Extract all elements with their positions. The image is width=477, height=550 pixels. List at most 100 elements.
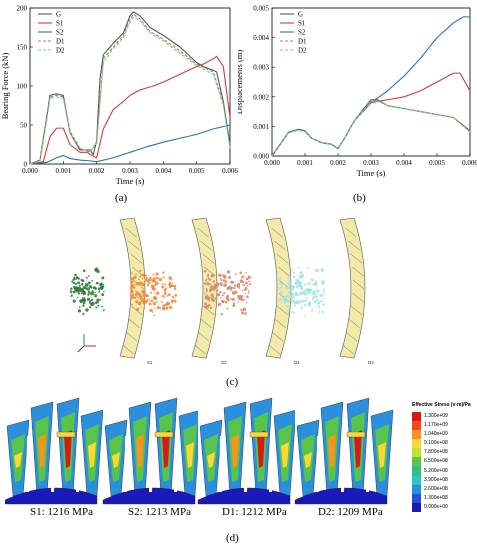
debris-particle — [281, 285, 283, 288]
debris-particle — [203, 282, 207, 285]
blade-line — [194, 344, 206, 355]
debris-particle — [98, 289, 101, 291]
debris-particle — [239, 296, 242, 298]
debris-particle — [320, 268, 324, 272]
debris-particle — [143, 307, 146, 310]
debris-particle — [86, 297, 91, 301]
debris-particle — [301, 299, 305, 303]
debris-particle — [95, 306, 98, 309]
max-stress-marker — [154, 431, 174, 438]
debris-particle — [247, 277, 249, 279]
debris-particle — [148, 302, 152, 306]
x-tick-label: 0.000 — [264, 159, 280, 167]
debris-particle — [153, 314, 156, 316]
stress-zone — [112, 452, 120, 468]
debris-particle — [156, 291, 160, 295]
debris-particle — [130, 291, 133, 294]
debris-particle — [142, 293, 146, 297]
stress-zone — [257, 430, 265, 468]
debris-particle — [75, 282, 78, 286]
debris-particle — [226, 270, 231, 274]
blade-line — [197, 227, 209, 238]
debris-particle — [233, 284, 237, 287]
blade-line — [350, 253, 362, 264]
debris-particle — [304, 299, 307, 303]
debris-particle — [228, 275, 232, 279]
debris-particle — [140, 300, 143, 303]
debris-particle — [174, 285, 177, 288]
snapshot-caption-d2: D2 — [368, 360, 374, 365]
debris-particle — [149, 308, 153, 313]
stress-zone — [136, 434, 144, 468]
colorbar-swatch — [412, 448, 421, 458]
stress-caption-d1: D1: 1212 MPa — [222, 506, 287, 518]
stress-caption-d2: D2: 1209 MPa — [318, 506, 383, 518]
debris-particle — [287, 279, 290, 281]
debris-particle — [72, 281, 75, 285]
blade-line — [268, 344, 280, 355]
debris-particle — [293, 304, 296, 307]
debris-particle — [290, 288, 293, 292]
blade-ring — [265, 218, 292, 359]
debris-particle — [94, 301, 98, 305]
debris-particle — [243, 288, 246, 292]
debris-particle — [135, 300, 139, 304]
panel-label-c: (c) — [226, 376, 239, 388]
debris-particle — [169, 282, 172, 285]
debris-particle — [298, 294, 300, 296]
debris-particle — [315, 268, 319, 273]
debris-particle — [102, 284, 104, 286]
debris-particle — [133, 275, 137, 279]
debris-particle — [311, 278, 314, 282]
stress-zone — [354, 430, 362, 468]
x-tick-label: 0.005 — [189, 167, 205, 175]
debris-particle — [283, 283, 285, 286]
debris-particle — [220, 279, 223, 282]
colorbar-tick-label: 3.900e+08 — [424, 476, 448, 483]
axis-triad — [77, 334, 96, 353]
debris-particle — [145, 294, 148, 297]
debris-particle — [314, 294, 318, 299]
debris-particle — [161, 295, 165, 298]
debris-particle — [101, 293, 105, 297]
debris-particle — [101, 305, 103, 308]
debris-particle — [139, 269, 142, 273]
debris-particle — [312, 283, 315, 286]
debris-particle — [94, 287, 97, 290]
blade-line — [348, 240, 360, 251]
debris-particle — [242, 307, 247, 312]
legend-label-s1: S1 — [298, 20, 306, 28]
debris-particle — [297, 266, 300, 269]
blade-line — [276, 253, 288, 264]
debris-particle — [248, 280, 251, 283]
blade-gap — [219, 436, 225, 492]
debris-particle — [74, 286, 77, 289]
debris-particle — [77, 292, 81, 295]
stress-zone — [186, 442, 194, 468]
debris-particle — [91, 301, 95, 305]
debris-particle — [295, 300, 299, 304]
blade-line — [278, 266, 290, 277]
debris-particle — [210, 293, 214, 297]
blade-line — [132, 266, 144, 277]
debris-particle — [313, 300, 317, 304]
debris-particle — [212, 280, 215, 283]
debris-particle — [96, 298, 100, 303]
debris-particle — [166, 295, 169, 297]
debris-particle — [206, 275, 210, 278]
debris-particle — [72, 299, 76, 303]
debris-particle — [303, 289, 306, 293]
debris-particle — [75, 278, 77, 281]
x-tick-label: 0.001 — [55, 167, 71, 175]
debris-particle — [141, 283, 145, 287]
debris-particle — [221, 294, 224, 297]
debris-particle — [155, 300, 158, 303]
debris-particle — [206, 282, 210, 286]
legend-label-d1: D1 — [56, 38, 65, 46]
debris-particle — [278, 276, 281, 279]
debris-particle — [237, 301, 240, 303]
debris-particle — [149, 291, 153, 294]
debris-particle — [212, 299, 215, 302]
debris-particle — [90, 299, 92, 302]
max-stress-marker — [249, 431, 269, 438]
